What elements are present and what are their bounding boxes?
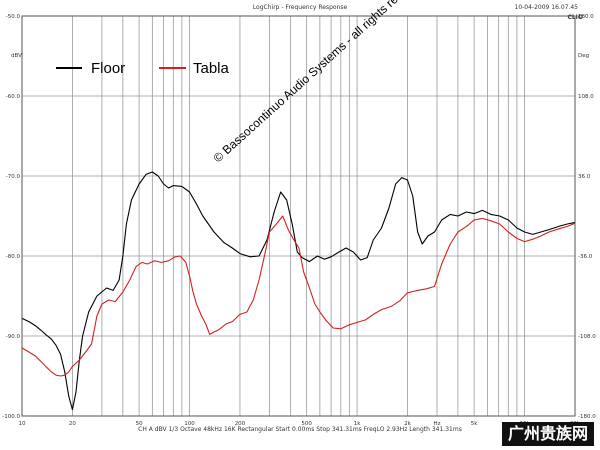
x-tick-label: 2k bbox=[404, 421, 411, 427]
left-unit-label: dBV bbox=[11, 53, 22, 59]
x-tick-label: 100 bbox=[184, 421, 195, 427]
x-tick-label: Hz bbox=[433, 421, 440, 427]
legend-label-tabla: Tabla bbox=[193, 60, 230, 77]
series-line-tabla bbox=[21, 215, 576, 377]
y-left-tick-label: -100.0 bbox=[2, 414, 20, 420]
legend-label-floor: Floor bbox=[91, 60, 125, 77]
datetime-label: 10-04-2009 16.07.45 bbox=[515, 4, 579, 11]
y-left-tick-label: -80.0 bbox=[6, 254, 21, 260]
legend: Floor Tabla bbox=[56, 60, 230, 77]
y-right-tick-label: 108.0 bbox=[578, 94, 594, 100]
y-right-tick-label: -36.0 bbox=[578, 254, 593, 260]
window-title: LogChirp - Frequency Response bbox=[253, 4, 348, 11]
footer-settings: CH A dBV 1/3 Octave 48kHz 16K Rectangula… bbox=[138, 426, 462, 433]
x-tick-label: 200 bbox=[235, 421, 246, 427]
x-tick-label: 20 bbox=[69, 421, 76, 427]
series-line-floor bbox=[21, 171, 576, 411]
x-tick-label: 10 bbox=[19, 421, 26, 427]
watermark-logo: 广州贵族网 bbox=[502, 422, 594, 446]
grid-lines bbox=[21, 15, 576, 417]
x-tick-label: 500 bbox=[301, 421, 312, 427]
series-lines bbox=[21, 171, 576, 411]
y-right-tick-label: -180.0 bbox=[578, 414, 596, 420]
watermark-text: 广州贵族网 bbox=[507, 424, 588, 443]
y-left-tick-label: -70.0 bbox=[6, 174, 21, 180]
y-right-tick-label: 36.0 bbox=[578, 174, 591, 180]
y-right-tick-label: 180.0 bbox=[578, 14, 594, 20]
x-tick-label: 50 bbox=[136, 421, 143, 427]
y-right-tick-label: -108.0 bbox=[578, 334, 596, 340]
y-left-tick-label: -50.0 bbox=[6, 14, 21, 20]
x-tick-label: 1k bbox=[354, 421, 361, 427]
plot-frame bbox=[21, 15, 576, 417]
x-tick-label: 5k bbox=[471, 421, 478, 427]
y-left-tick-label: -90.0 bbox=[6, 334, 21, 340]
right-unit-label: Deg bbox=[578, 53, 589, 59]
y-left-tick-label: -60.0 bbox=[6, 94, 21, 100]
